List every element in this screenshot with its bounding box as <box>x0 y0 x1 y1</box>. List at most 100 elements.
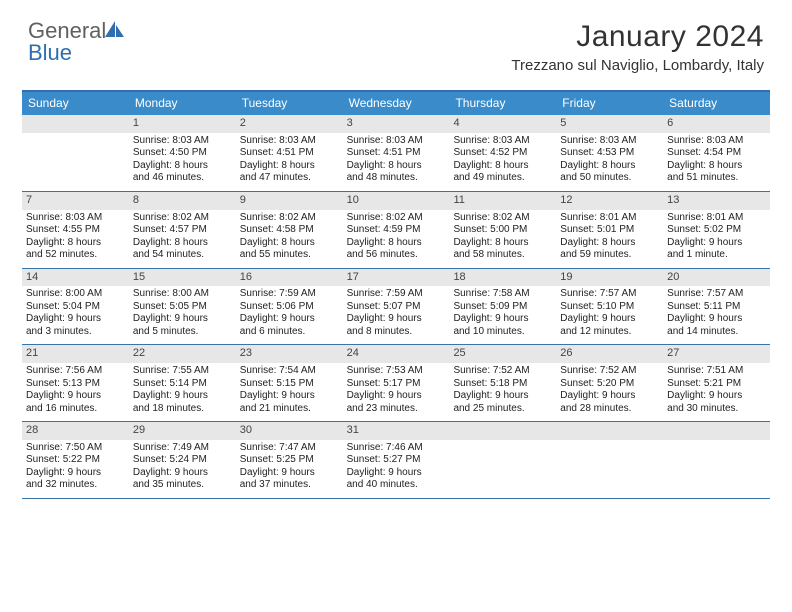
day-info-line: Sunset: 4:50 PM <box>133 147 232 160</box>
day-info-line: Sunset: 5:11 PM <box>667 301 766 314</box>
day-info-line: Sunrise: 8:00 AM <box>26 288 125 301</box>
day-info-line: Sunrise: 8:00 AM <box>133 288 232 301</box>
header: General Blue January 2024 Trezzano sul N… <box>0 0 792 78</box>
day-info-line: Sunrise: 7:57 AM <box>667 288 766 301</box>
day-info-line: and 8 minutes. <box>347 326 446 339</box>
day-info-line: and 30 minutes. <box>667 403 766 416</box>
day-info-line: Sunrise: 8:03 AM <box>347 135 446 148</box>
day-info-line: Sunrise: 7:52 AM <box>453 365 552 378</box>
day-info-line: and 40 minutes. <box>347 479 446 492</box>
day-info-line: Daylight: 8 hours <box>453 160 552 173</box>
week-row: 21Sunrise: 7:56 AMSunset: 5:13 PMDayligh… <box>22 345 770 422</box>
day-15: 15Sunrise: 8:00 AMSunset: 5:05 PMDayligh… <box>129 269 236 345</box>
day-number <box>449 422 556 440</box>
day-info-line: Daylight: 8 hours <box>560 160 659 173</box>
day-info-line: Daylight: 9 hours <box>26 390 125 403</box>
day-number: 13 <box>663 192 770 210</box>
day-number: 6 <box>663 115 770 133</box>
dow-friday: Friday <box>556 92 663 115</box>
day-info-line: and 28 minutes. <box>560 403 659 416</box>
day-number: 7 <box>22 192 129 210</box>
logo: General Blue <box>28 20 126 64</box>
week-row: 7Sunrise: 8:03 AMSunset: 4:55 PMDaylight… <box>22 192 770 269</box>
day-info-line: and 51 minutes. <box>667 172 766 185</box>
day-info-line: Sunset: 5:04 PM <box>26 301 125 314</box>
day-7: 7Sunrise: 8:03 AMSunset: 4:55 PMDaylight… <box>22 192 129 268</box>
day-3: 3Sunrise: 8:03 AMSunset: 4:51 PMDaylight… <box>343 115 450 191</box>
day-info-line: Sunset: 5:25 PM <box>240 454 339 467</box>
day-info-line: Sunset: 4:57 PM <box>133 224 232 237</box>
day-number: 4 <box>449 115 556 133</box>
day-info-line: Sunset: 4:58 PM <box>240 224 339 237</box>
day-number: 29 <box>129 422 236 440</box>
day-info-line: Daylight: 9 hours <box>453 313 552 326</box>
day-2: 2Sunrise: 8:03 AMSunset: 4:51 PMDaylight… <box>236 115 343 191</box>
day-info-line: Sunrise: 7:59 AM <box>240 288 339 301</box>
day-info-line: and 59 minutes. <box>560 249 659 262</box>
day-info-line: and 48 minutes. <box>347 172 446 185</box>
day-31: 31Sunrise: 7:46 AMSunset: 5:27 PMDayligh… <box>343 422 450 498</box>
day-info-line: Sunrise: 7:59 AM <box>347 288 446 301</box>
day-info-line: Daylight: 8 hours <box>347 160 446 173</box>
day-number: 14 <box>22 269 129 287</box>
day-info-line: Sunrise: 8:02 AM <box>133 212 232 225</box>
day-info-line: and 1 minute. <box>667 249 766 262</box>
day-8: 8Sunrise: 8:02 AMSunset: 4:57 PMDaylight… <box>129 192 236 268</box>
day-number: 15 <box>129 269 236 287</box>
day-19: 19Sunrise: 7:57 AMSunset: 5:10 PMDayligh… <box>556 269 663 345</box>
day-info-line: Sunset: 4:59 PM <box>347 224 446 237</box>
day-info-line: Sunrise: 7:46 AM <box>347 442 446 455</box>
week-row: 14Sunrise: 8:00 AMSunset: 5:04 PMDayligh… <box>22 269 770 346</box>
day-5: 5Sunrise: 8:03 AMSunset: 4:53 PMDaylight… <box>556 115 663 191</box>
day-number: 9 <box>236 192 343 210</box>
day-number: 26 <box>556 345 663 363</box>
day-info-line: and 50 minutes. <box>560 172 659 185</box>
dow-wednesday: Wednesday <box>343 92 450 115</box>
day-21: 21Sunrise: 7:56 AMSunset: 5:13 PMDayligh… <box>22 345 129 421</box>
day-info-line: and 49 minutes. <box>453 172 552 185</box>
day-info-line: Sunrise: 7:55 AM <box>133 365 232 378</box>
day-info-line: Sunset: 5:01 PM <box>560 224 659 237</box>
day-number <box>556 422 663 440</box>
day-info-line: Sunrise: 7:54 AM <box>240 365 339 378</box>
day-empty <box>663 422 770 498</box>
day-info-line: Sunrise: 8:02 AM <box>240 212 339 225</box>
day-number: 1 <box>129 115 236 133</box>
day-number: 20 <box>663 269 770 287</box>
day-info-line: Sunrise: 7:58 AM <box>453 288 552 301</box>
day-info-line: Sunrise: 8:03 AM <box>240 135 339 148</box>
day-info-line: Sunset: 5:05 PM <box>133 301 232 314</box>
day-info-line: Daylight: 9 hours <box>26 313 125 326</box>
day-12: 12Sunrise: 8:01 AMSunset: 5:01 PMDayligh… <box>556 192 663 268</box>
day-info-line: Sunset: 5:20 PM <box>560 378 659 391</box>
day-info-line: Daylight: 9 hours <box>560 390 659 403</box>
day-info-line: Daylight: 9 hours <box>667 237 766 250</box>
day-24: 24Sunrise: 7:53 AMSunset: 5:17 PMDayligh… <box>343 345 450 421</box>
day-empty <box>449 422 556 498</box>
day-info-line: Sunset: 4:55 PM <box>26 224 125 237</box>
day-info-line: Sunrise: 7:47 AM <box>240 442 339 455</box>
day-22: 22Sunrise: 7:55 AMSunset: 5:14 PMDayligh… <box>129 345 236 421</box>
day-info-line: Daylight: 8 hours <box>453 237 552 250</box>
day-info-line: and 58 minutes. <box>453 249 552 262</box>
dow-saturday: Saturday <box>663 92 770 115</box>
day-info-line: Sunrise: 7:56 AM <box>26 365 125 378</box>
day-info-line: Daylight: 9 hours <box>347 313 446 326</box>
day-13: 13Sunrise: 8:01 AMSunset: 5:02 PMDayligh… <box>663 192 770 268</box>
day-info-line: Sunset: 5:10 PM <box>560 301 659 314</box>
day-info-line: Sunset: 5:06 PM <box>240 301 339 314</box>
day-info-line: and 32 minutes. <box>26 479 125 492</box>
day-info-line: Sunset: 4:51 PM <box>240 147 339 160</box>
day-info-line: and 10 minutes. <box>453 326 552 339</box>
day-17: 17Sunrise: 7:59 AMSunset: 5:07 PMDayligh… <box>343 269 450 345</box>
day-28: 28Sunrise: 7:50 AMSunset: 5:22 PMDayligh… <box>22 422 129 498</box>
day-info-line: Sunrise: 8:03 AM <box>133 135 232 148</box>
day-info-line: and 35 minutes. <box>133 479 232 492</box>
month-title: January 2024 <box>511 20 764 54</box>
day-info-line: Daylight: 9 hours <box>347 390 446 403</box>
day-info-line: and 3 minutes. <box>26 326 125 339</box>
day-info-line: Sunrise: 7:50 AM <box>26 442 125 455</box>
day-info-line: Daylight: 9 hours <box>667 390 766 403</box>
day-info-line: Daylight: 8 hours <box>133 237 232 250</box>
day-info-line: and 5 minutes. <box>133 326 232 339</box>
